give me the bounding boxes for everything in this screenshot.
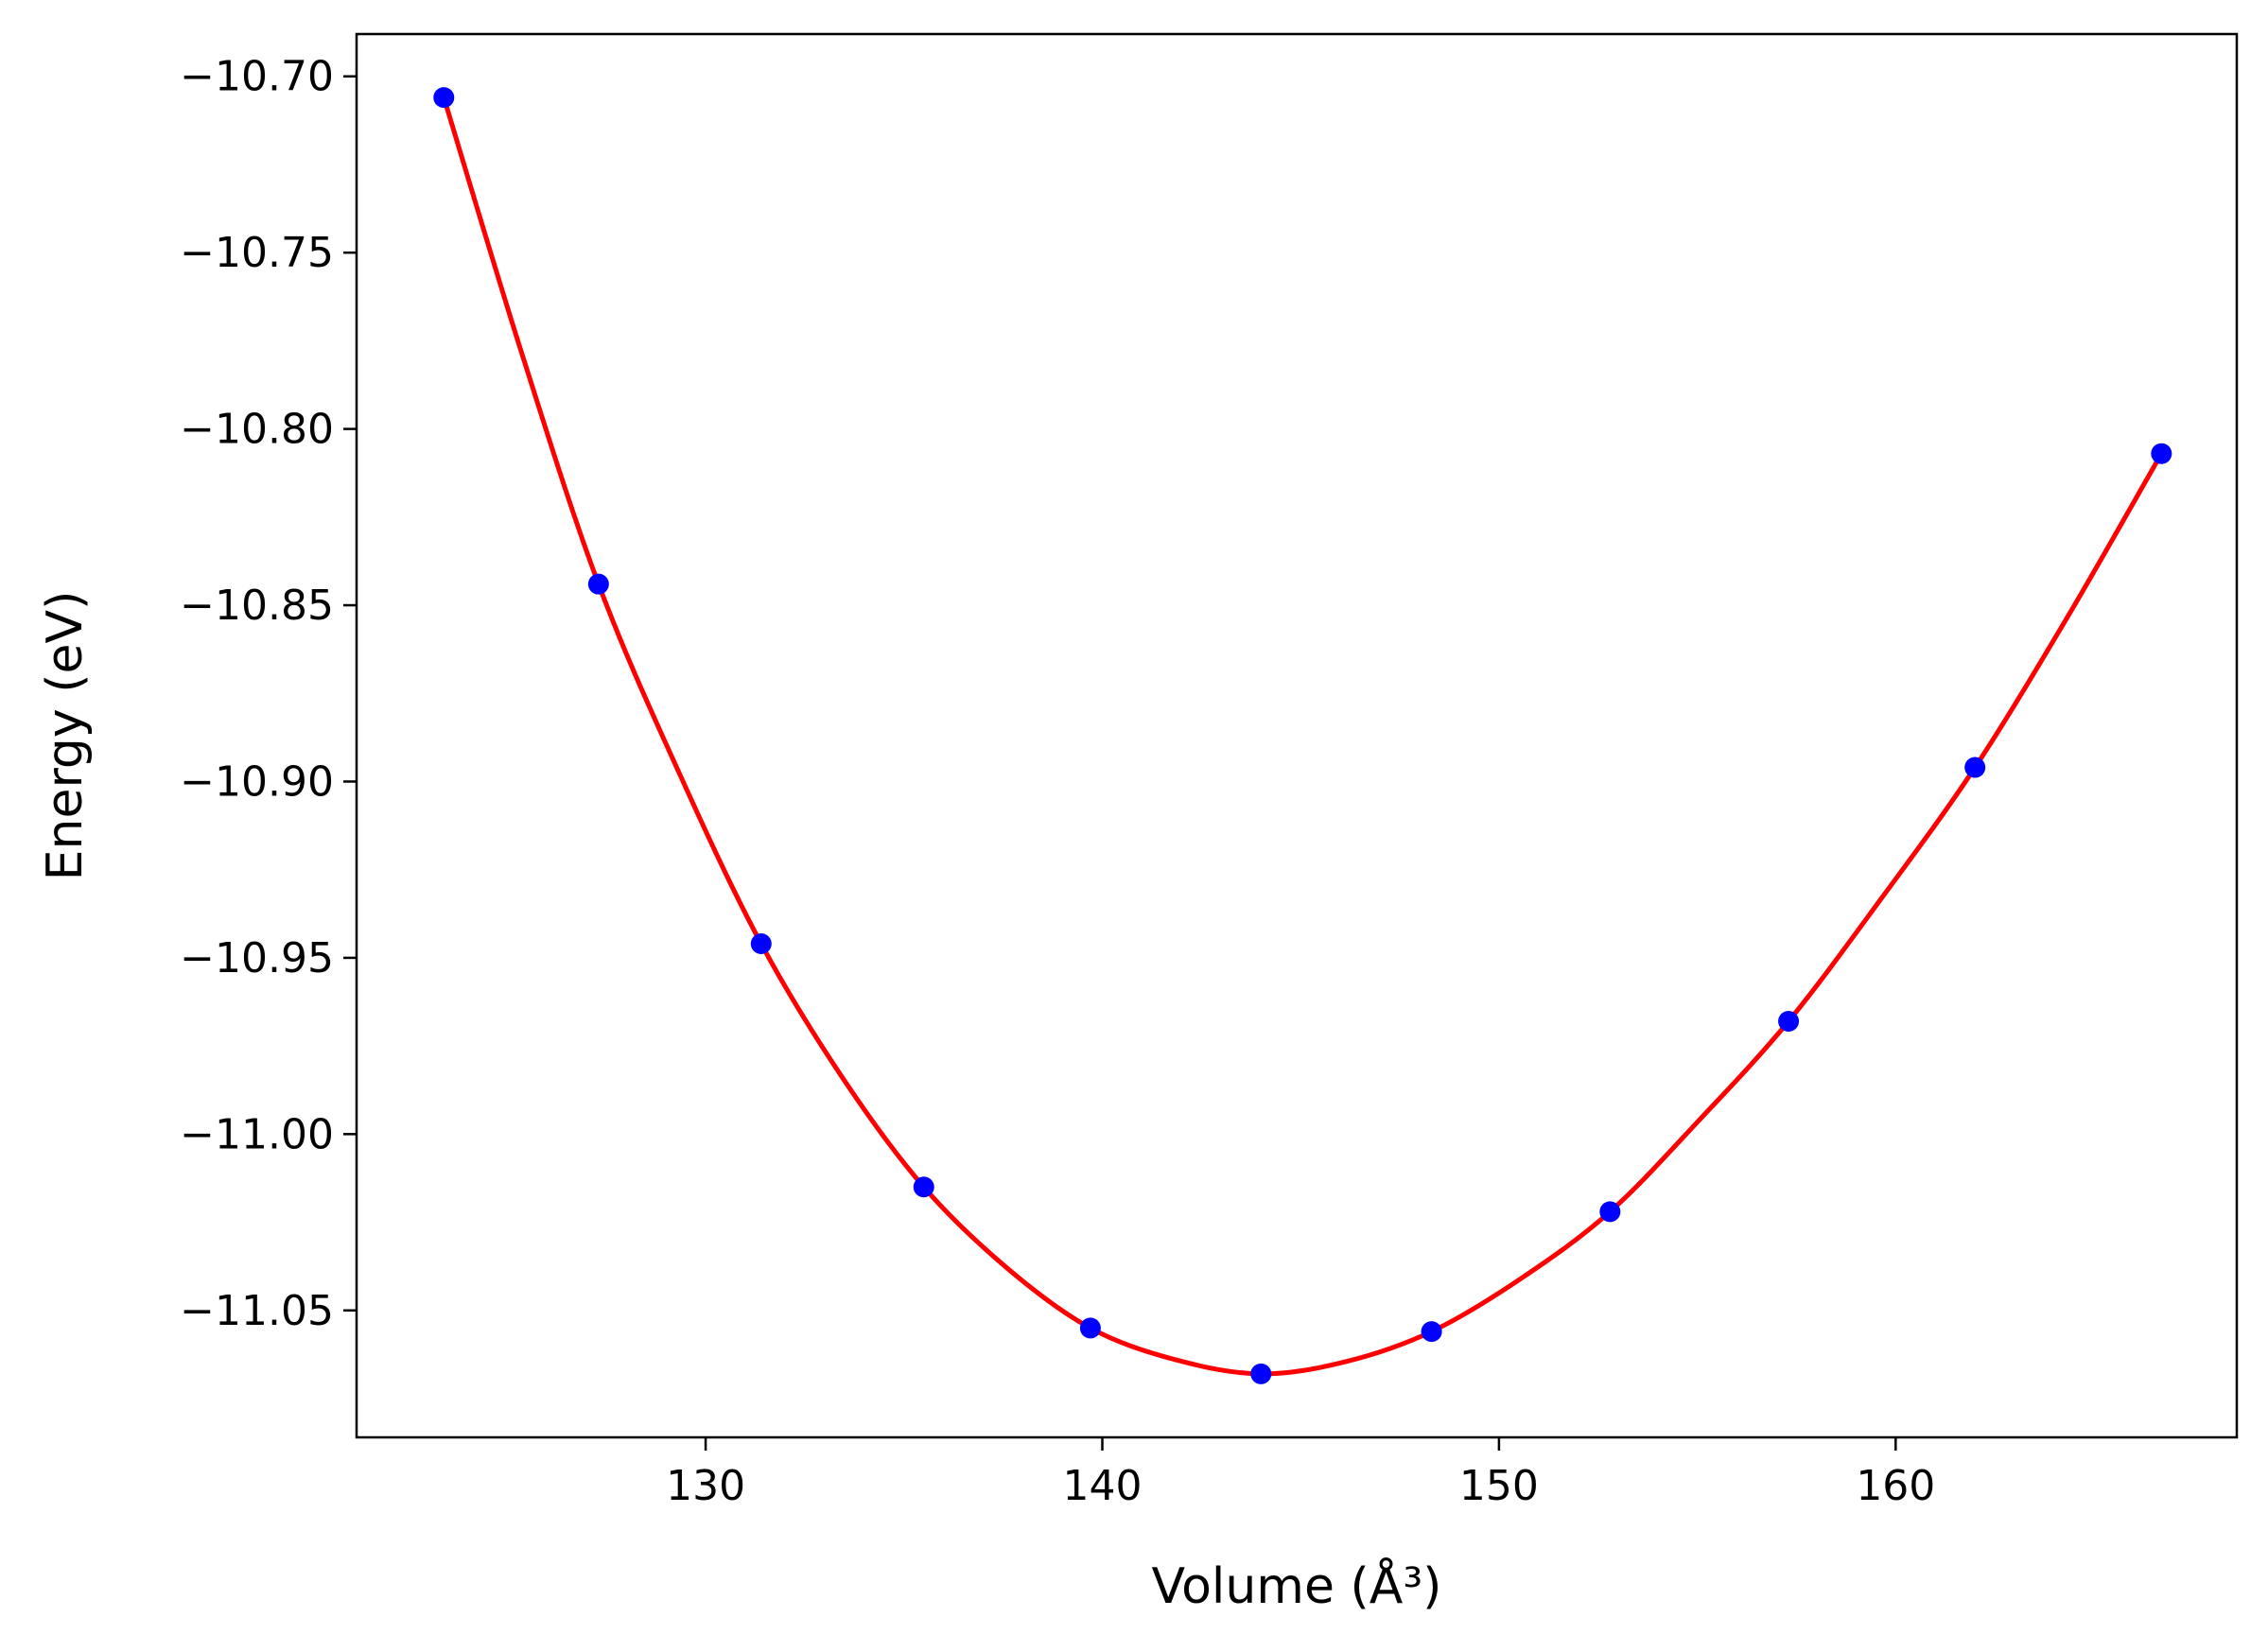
y-tick-label: −11.05 xyxy=(180,1287,334,1335)
data-point xyxy=(1079,1317,1101,1339)
x-tick-label: 150 xyxy=(1459,1462,1539,1510)
plot-frame xyxy=(355,32,2239,1439)
x-tick-label: 160 xyxy=(1856,1462,1935,1510)
axis-ticks: 130 140 150 160 −10.70 −10.75 −10.80 −10.85 −10.… xyxy=(180,53,1935,1510)
data-point xyxy=(2151,443,2172,464)
data-point xyxy=(913,1176,934,1198)
plot-area xyxy=(357,34,2237,1437)
data-point xyxy=(587,573,609,595)
data-point xyxy=(1599,1201,1621,1223)
y-tick-label: −10.70 xyxy=(180,53,334,101)
y-tick-label: −10.85 xyxy=(180,582,334,630)
y-axis-label: Energy (eV) xyxy=(37,591,94,881)
y-tick-label: −10.90 xyxy=(180,757,334,806)
y-tick-label: −10.95 xyxy=(180,934,334,983)
data-point xyxy=(1778,1011,1800,1033)
y-tick-label: −11.00 xyxy=(180,1110,334,1158)
y-tick-label: −10.75 xyxy=(180,229,334,277)
chart-marks xyxy=(433,87,2172,1384)
data-point xyxy=(433,87,455,109)
x-axis-label: Volume (Å³) xyxy=(1152,1556,1442,1615)
data-point xyxy=(750,932,772,954)
x-tick-label: 140 xyxy=(1062,1462,1142,1510)
y-tick-label: −10.80 xyxy=(180,406,334,454)
data-point xyxy=(1250,1363,1272,1384)
fit-curve xyxy=(441,96,2164,1377)
data-point xyxy=(1421,1321,1442,1343)
data-point xyxy=(1964,756,1986,778)
x-tick-label: 130 xyxy=(666,1462,745,1510)
